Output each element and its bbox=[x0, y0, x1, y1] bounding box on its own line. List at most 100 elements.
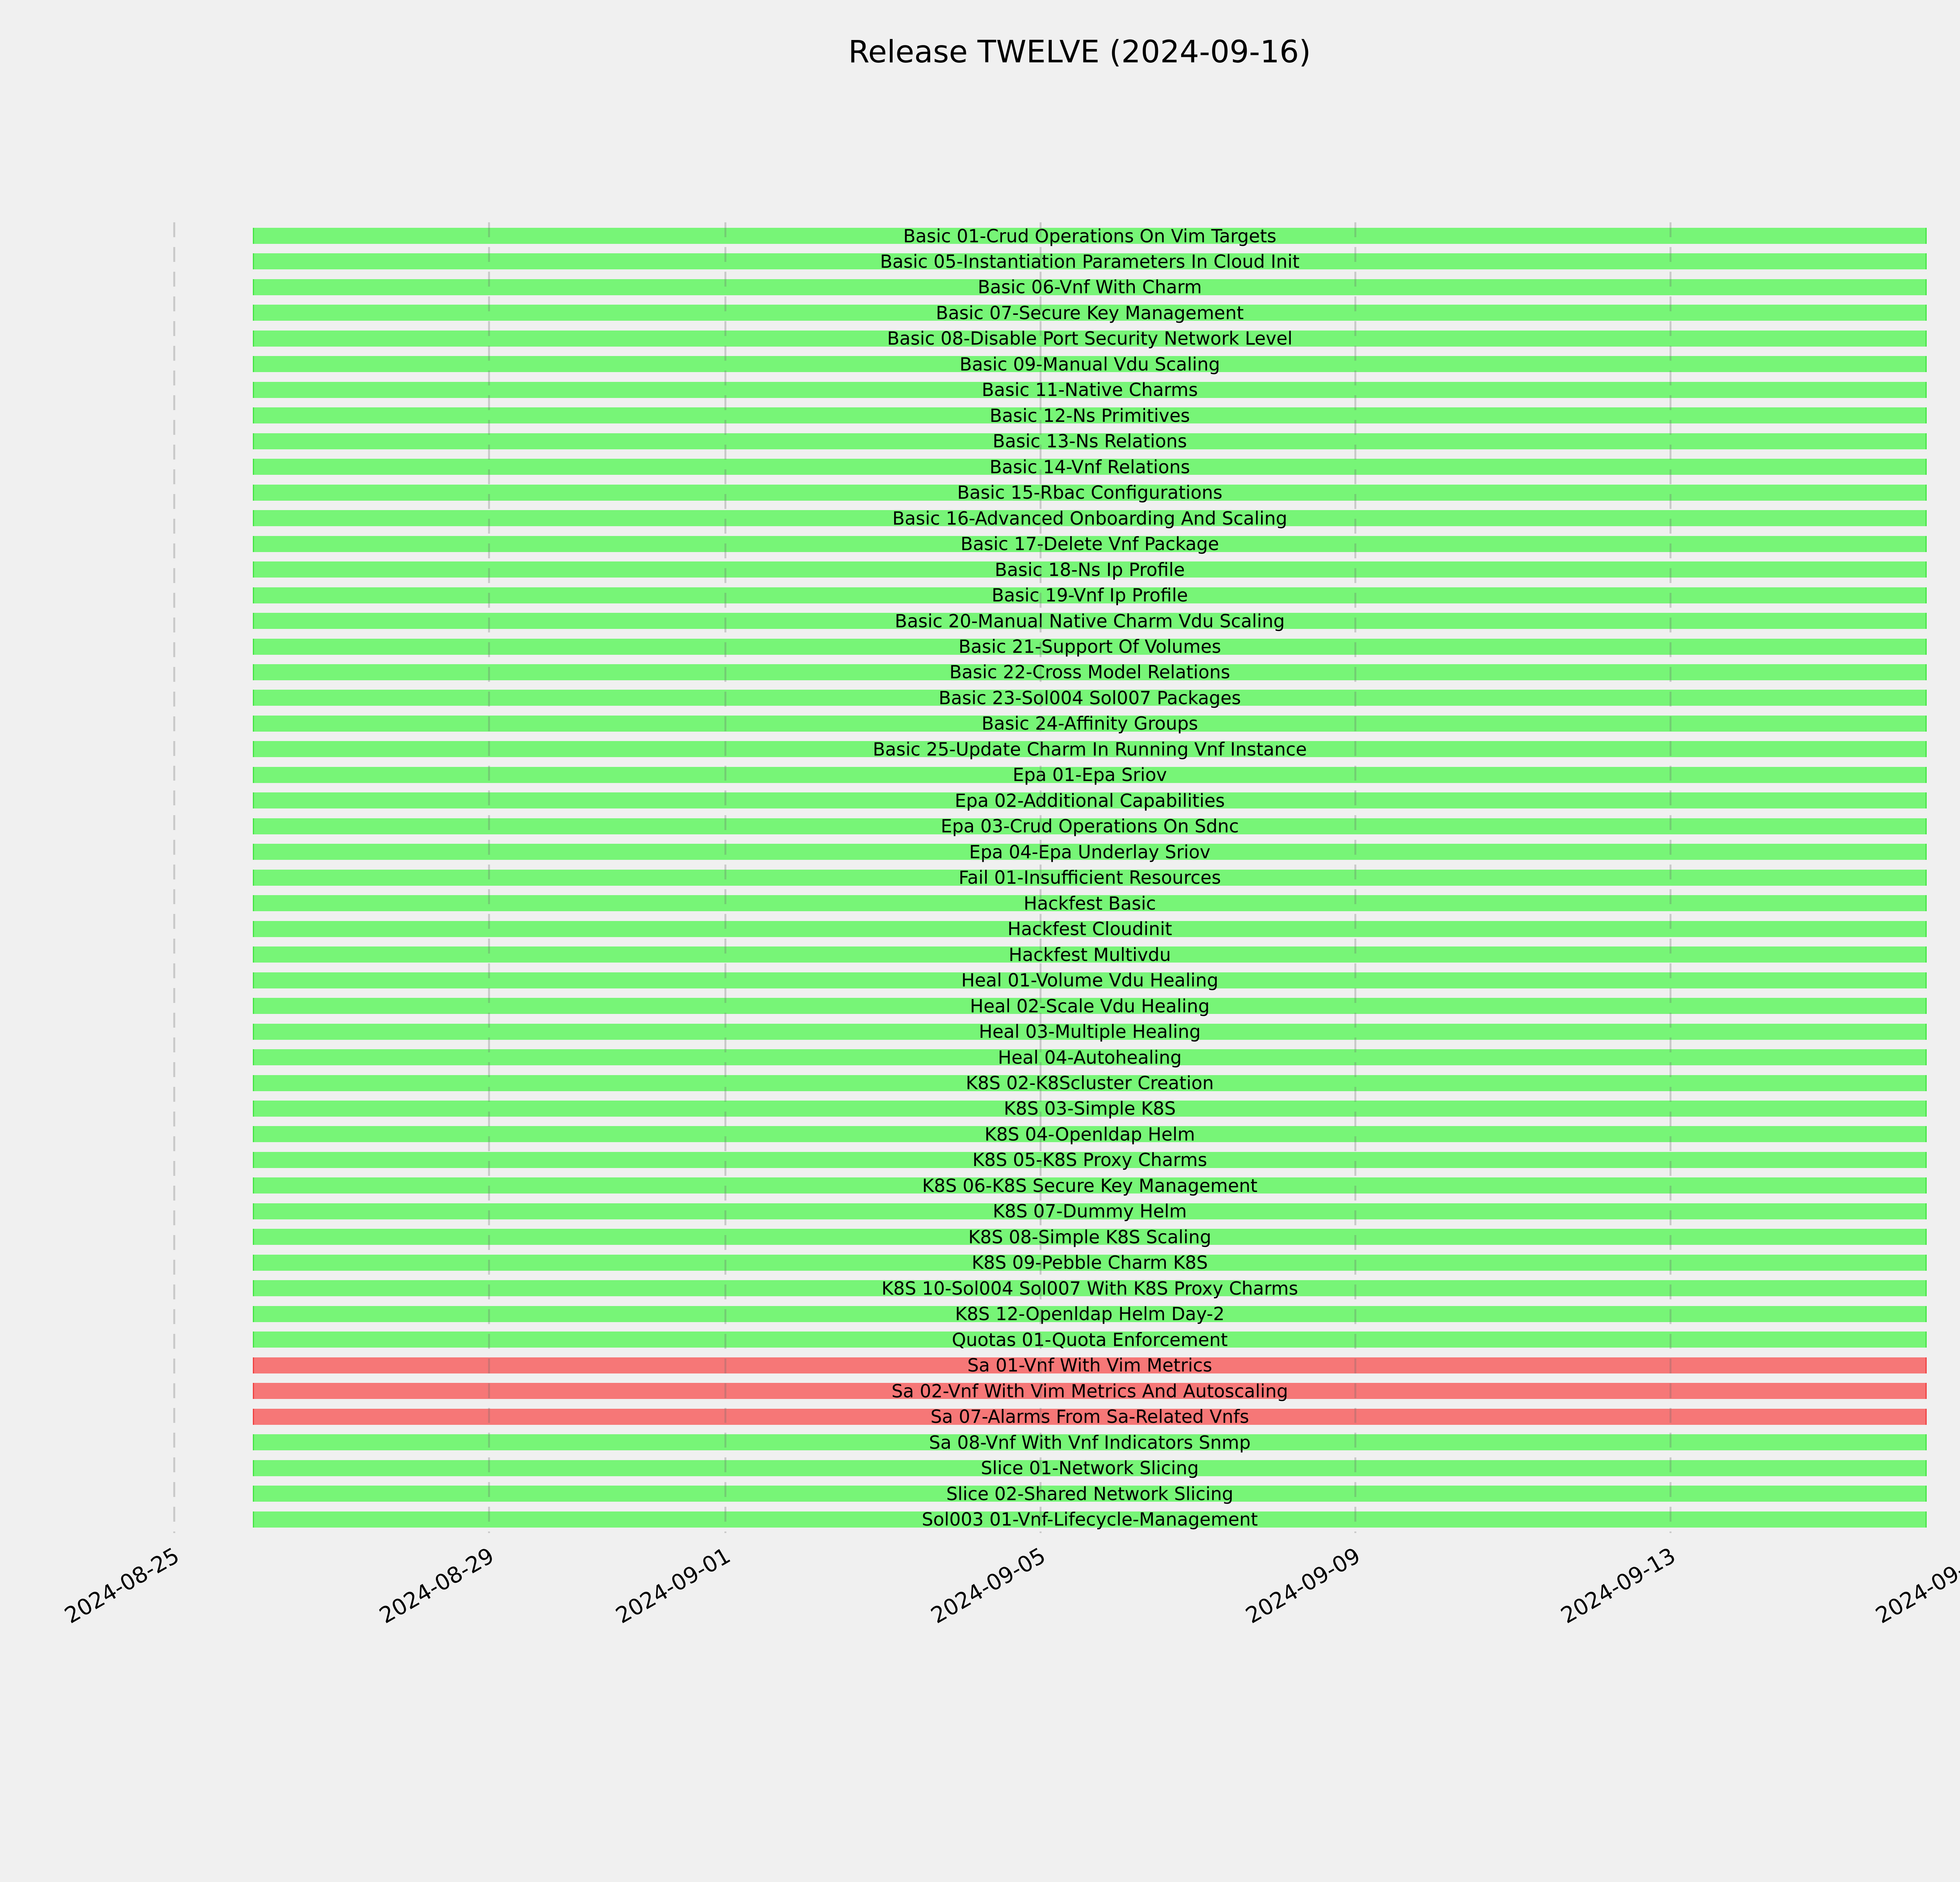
bar-row: Hackfest Multivdu bbox=[252, 944, 1927, 965]
bar-label: Heal 03-Multiple Healing bbox=[979, 1021, 1201, 1043]
bar-row: Sol003 01-Vnf-Lifecycle-Management bbox=[252, 1509, 1927, 1530]
bar-row: Slice 01-Network Slicing bbox=[252, 1457, 1927, 1479]
bar-row: Basic 13-Ns Relations bbox=[252, 431, 1927, 452]
x-tick-label: 2024-09-05 bbox=[926, 1543, 1050, 1629]
bar-label: Basic 09-Manual Vdu Scaling bbox=[959, 353, 1220, 375]
bar-label: Epa 01-Epa Sriov bbox=[1013, 764, 1167, 786]
bar-row: Basic 14-Vnf Relations bbox=[252, 458, 1927, 476]
bar-label: K8S 10-Sol004 Sol007 With K8S Proxy Char… bbox=[881, 1277, 1298, 1299]
bar-row: Basic 24-Affinity Groups bbox=[252, 713, 1927, 734]
bar-row: Epa 02-Additional Capabilities bbox=[252, 790, 1927, 811]
bar-row: Basic 21-Support Of Volumes bbox=[252, 636, 1927, 658]
bar-label: Hackfest Cloudinit bbox=[1007, 918, 1172, 940]
bar-row: Sa 01-Vnf With Vim Metrics bbox=[252, 1355, 1927, 1376]
x-gridline bbox=[1669, 222, 1671, 1533]
bar-label: Basic 11-Native Charms bbox=[982, 379, 1198, 401]
bar-row: K8S 05-K8S Proxy Charms bbox=[252, 1149, 1927, 1171]
bar-row: K8S 09-Pebble Charm K8S bbox=[252, 1252, 1927, 1273]
bar-row: Hackfest Basic bbox=[252, 892, 1927, 914]
bar-label: Epa 04-Epa Underlay Sriov bbox=[969, 841, 1210, 863]
bar-label: Basic 12-Ns Primitives bbox=[989, 405, 1190, 426]
bar-label: Sa 02-Vnf With Vim Metrics And Autoscali… bbox=[891, 1380, 1289, 1402]
bar-row: Basic 18-Ns Ip Profile bbox=[252, 559, 1927, 580]
bar-label: Sa 01-Vnf With Vim Metrics bbox=[967, 1355, 1212, 1376]
bar-label: Basic 07-Secure Key Management bbox=[936, 302, 1244, 323]
bar-row: Fail 01-Insufficient Resources bbox=[252, 867, 1927, 888]
bar-row: Basic 20-Manual Native Charm Vdu Scaling bbox=[252, 610, 1927, 632]
bar-row: Sa 08-Vnf With Vnf Indicators Snmp bbox=[252, 1433, 1927, 1451]
bar-label: K8S 06-K8S Secure Key Management bbox=[922, 1175, 1258, 1196]
x-tick-label: 2024-09-17 bbox=[1871, 1543, 1960, 1629]
bar-row: Epa 03-Crud Operations On Sdnc bbox=[252, 816, 1927, 837]
bar-label: Basic 21-Support Of Volumes bbox=[958, 636, 1221, 658]
bar-row: Heal 01-Volume Vdu Healing bbox=[252, 970, 1927, 991]
bar-row: Quotas 01-Quota Enforcement bbox=[252, 1331, 1927, 1349]
bar-row: K8S 04-Openldap Helm bbox=[252, 1125, 1927, 1143]
bar-row: Sa 02-Vnf With Vim Metrics And Autoscali… bbox=[252, 1380, 1927, 1402]
bar-row: Heal 02-Scale Vdu Healing bbox=[252, 995, 1927, 1017]
bar-label: Heal 02-Scale Vdu Healing bbox=[970, 995, 1210, 1017]
bar-label: Sol003 01-Vnf-Lifecycle-Management bbox=[922, 1509, 1258, 1530]
bar-row: Basic 09-Manual Vdu Scaling bbox=[252, 353, 1927, 375]
bar-label: Slice 01-Network Slicing bbox=[981, 1457, 1199, 1479]
bar-row: Basic 25-Update Charm In Running Vnf Ins… bbox=[252, 738, 1927, 760]
bar-label: Basic 13-Ns Relations bbox=[993, 431, 1187, 452]
bar-row: Basic 16-Advanced Onboarding And Scaling bbox=[252, 507, 1927, 529]
bar-label: Slice 02-Shared Network Slicing bbox=[946, 1483, 1234, 1504]
bar-label: Hackfest Multivdu bbox=[1009, 944, 1171, 965]
bar-row: Hackfest Cloudinit bbox=[252, 918, 1927, 940]
bar-label: K8S 02-K8Scluster Creation bbox=[965, 1072, 1214, 1094]
bar-label: Heal 04-Autohealing bbox=[998, 1046, 1182, 1068]
bar-label: Epa 02-Additional Capabilities bbox=[955, 790, 1225, 811]
bar-label: Epa 03-Crud Operations On Sdnc bbox=[940, 816, 1239, 837]
bar-row: K8S 07-Dummy Helm bbox=[252, 1202, 1927, 1220]
bar-label: K8S 08-Simple K8S Scaling bbox=[968, 1226, 1212, 1248]
x-gridline bbox=[1039, 222, 1042, 1533]
bar-row: K8S 02-K8Scluster Creation bbox=[252, 1072, 1927, 1094]
bar-label: Hackfest Basic bbox=[1024, 892, 1156, 914]
bar-row: K8S 10-Sol004 Sol007 With K8S Proxy Char… bbox=[252, 1277, 1927, 1299]
x-tick-label: 2024-09-09 bbox=[1241, 1543, 1365, 1629]
bar-label: K8S 05-K8S Proxy Charms bbox=[972, 1149, 1207, 1171]
bar-row: Heal 03-Multiple Healing bbox=[252, 1021, 1927, 1043]
bar-row: K8S 08-Simple K8S Scaling bbox=[252, 1226, 1927, 1248]
bar-row: Basic 15-Rbac Configurations bbox=[252, 482, 1927, 503]
bar-label: Basic 06-Vnf With Charm bbox=[978, 276, 1202, 298]
bar-row: Basic 07-Secure Key Management bbox=[252, 302, 1927, 323]
bar-label: Basic 22-Cross Model Relations bbox=[949, 661, 1230, 683]
bar-row: Sa 07-Alarms From Sa-Related Vnfs bbox=[252, 1406, 1927, 1428]
bar-row: Slice 02-Shared Network Slicing bbox=[252, 1483, 1927, 1504]
bar-row: Basic 11-Native Charms bbox=[252, 379, 1927, 401]
bar-label: Basic 01-Crud Operations On Vim Targets bbox=[903, 225, 1277, 247]
bar-label: K8S 09-Pebble Charm K8S bbox=[971, 1252, 1208, 1273]
bar-row: K8S 03-Simple K8S bbox=[252, 1099, 1927, 1117]
bar-row: Basic 08-Disable Port Security Network L… bbox=[252, 328, 1927, 349]
bar-label: Basic 20-Manual Native Charm Vdu Scaling bbox=[895, 610, 1285, 632]
bar-label: Sa 07-Alarms From Sa-Related Vnfs bbox=[930, 1406, 1249, 1428]
bar-row: K8S 06-K8S Secure Key Management bbox=[252, 1175, 1927, 1196]
x-tick-label: 2024-08-25 bbox=[60, 1543, 184, 1629]
bar-label: Basic 15-Rbac Configurations bbox=[957, 482, 1223, 503]
bar-label: Basic 25-Update Charm In Running Vnf Ins… bbox=[873, 738, 1307, 760]
bar-label: Basic 17-Delete Vnf Package bbox=[960, 533, 1219, 555]
x-tick-label: 2024-09-01 bbox=[612, 1543, 735, 1629]
x-tick-label: 2024-09-13 bbox=[1556, 1543, 1680, 1629]
bar-row: Basic 05-Instantiation Parameters In Clo… bbox=[252, 251, 1927, 272]
bar-label: Basic 19-Vnf Ip Profile bbox=[991, 585, 1188, 606]
bar-label: K8S 12-Openldap Helm Day-2 bbox=[955, 1303, 1225, 1325]
bar-row: Basic 17-Delete Vnf Package bbox=[252, 533, 1927, 555]
bar-row: Basic 19-Vnf Ip Profile bbox=[252, 585, 1927, 606]
bar-row: Basic 06-Vnf With Charm bbox=[252, 276, 1927, 298]
x-gridline bbox=[173, 222, 175, 1533]
bar-label: Basic 08-Disable Port Security Network L… bbox=[887, 328, 1293, 349]
bar-label: Basic 23-Sol004 Sol007 Packages bbox=[938, 687, 1241, 708]
bar-label: Basic 24-Affinity Groups bbox=[981, 713, 1198, 734]
bar-row: K8S 12-Openldap Helm Day-2 bbox=[252, 1303, 1927, 1325]
bar-label: Basic 16-Advanced Onboarding And Scaling bbox=[892, 507, 1287, 529]
bar-label: Fail 01-Insufficient Resources bbox=[958, 867, 1221, 888]
bar-label: Heal 01-Volume Vdu Healing bbox=[961, 970, 1219, 991]
bar-label: Basic 18-Ns Ip Profile bbox=[995, 559, 1185, 580]
x-gridline bbox=[488, 222, 490, 1533]
bar-row: Basic 01-Crud Operations On Vim Targets bbox=[252, 225, 1927, 247]
bar-label: Basic 05-Instantiation Parameters In Clo… bbox=[880, 251, 1300, 272]
